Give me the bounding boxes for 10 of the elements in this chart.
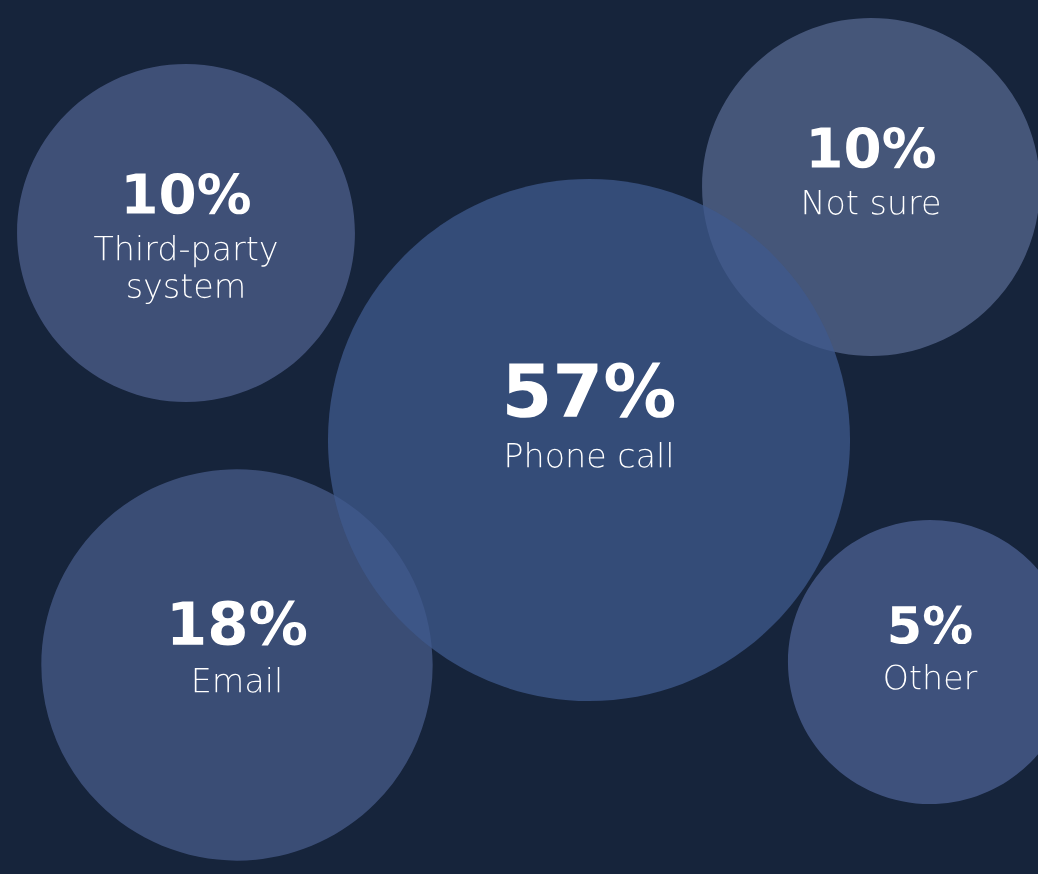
category-label: Email	[194, 667, 280, 693]
data-label: 18%	[172, 600, 307, 646]
data-label: 10%	[811, 126, 935, 169]
category-label: Third-party system	[94, 235, 277, 304]
category-label: Not sure	[804, 190, 939, 215]
category-label: Phone call	[507, 442, 671, 468]
data-label: 57%	[507, 362, 675, 418]
category-label: Other	[885, 664, 978, 690]
data-label: 10%	[126, 172, 250, 215]
data-label: 5%	[890, 605, 972, 645]
